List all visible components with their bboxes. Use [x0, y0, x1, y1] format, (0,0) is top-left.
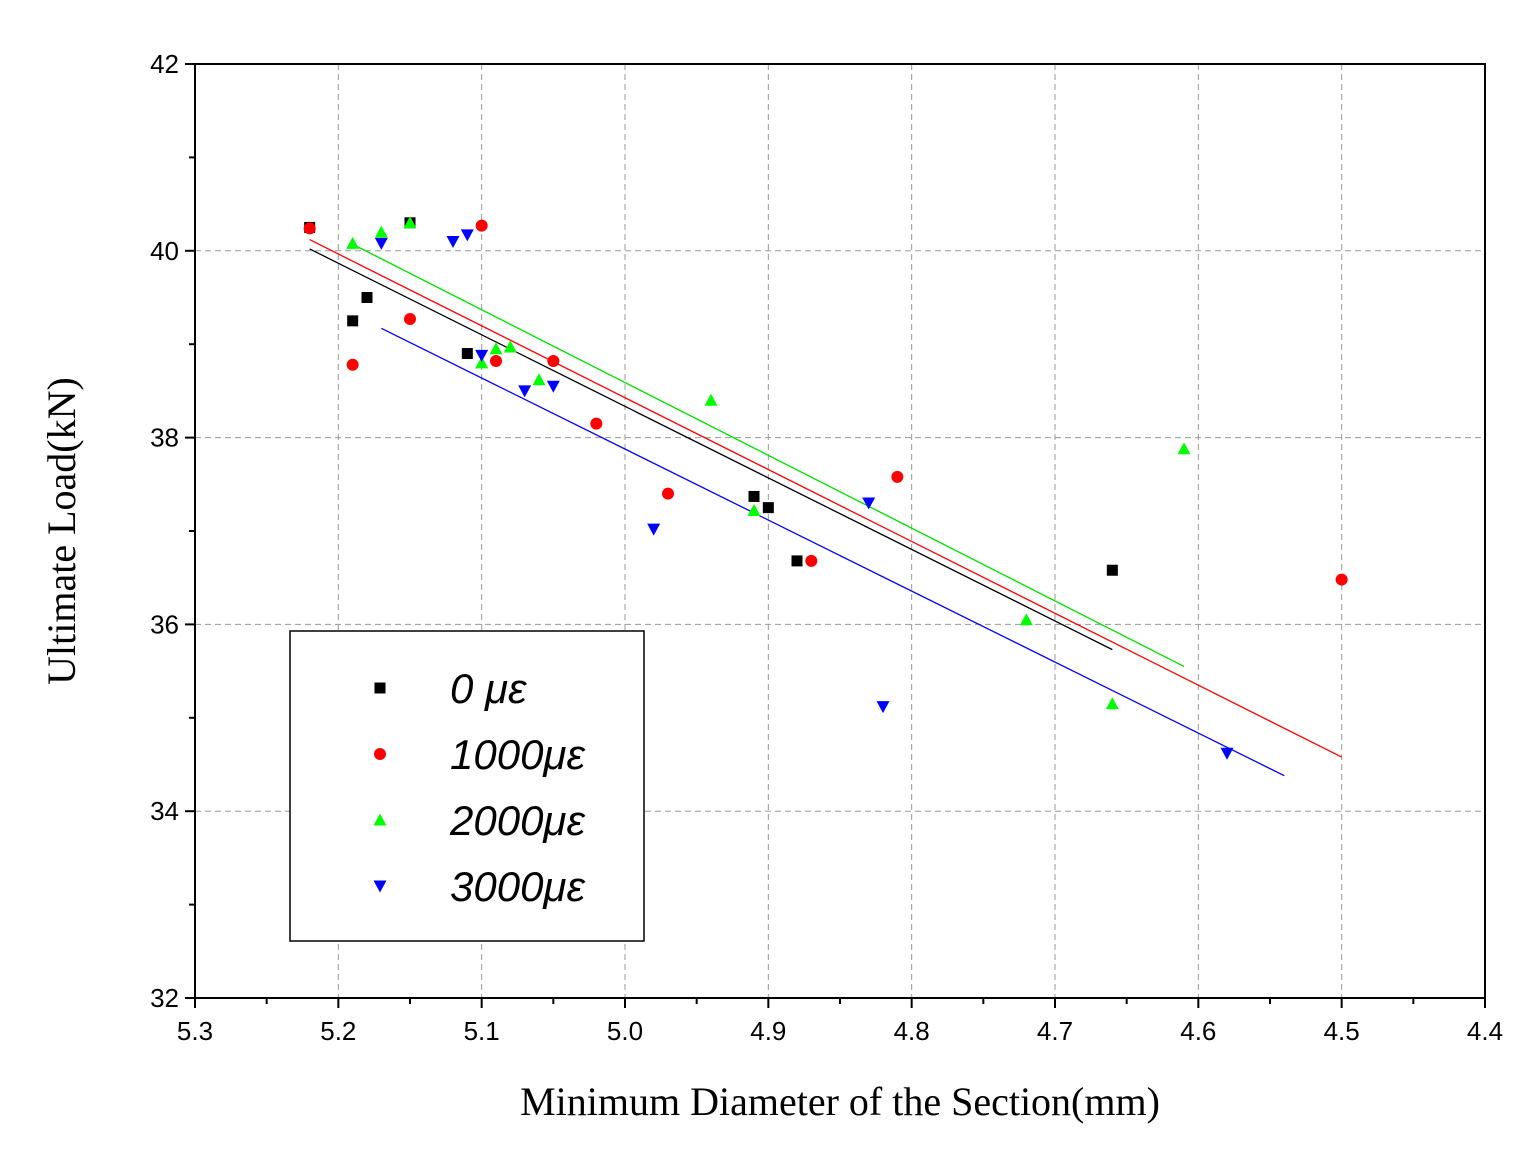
data-point-series-2	[704, 393, 718, 406]
legend-label-series-1: 1000με	[450, 731, 585, 778]
data-point-series-1	[662, 487, 674, 500]
x-axis-title: Minimum Diameter of the Section(mm)	[520, 1079, 1160, 1124]
y-tick-label: 42	[150, 49, 179, 79]
x-tick-label: 4.7	[1037, 1016, 1073, 1046]
data-point-series-3	[1220, 747, 1234, 760]
fit-line-series-3	[381, 327, 1285, 777]
data-point-series-2	[403, 216, 417, 229]
legend-marker-series-3	[373, 880, 387, 893]
fit-line-series-2	[352, 243, 1185, 668]
data-point-series-3	[647, 523, 661, 536]
legend-label-series-0: 0 με	[450, 665, 527, 712]
data-point-series-2	[1019, 613, 1033, 626]
data-point-series-0	[791, 555, 803, 567]
data-point-series-3	[446, 235, 460, 248]
data-point-series-3	[876, 701, 890, 714]
data-point-series-2	[475, 356, 489, 369]
fit-line-series-1	[309, 239, 1342, 758]
y-tick-label: 34	[150, 796, 179, 826]
y-tick-label: 32	[150, 983, 179, 1013]
data-point-series-3	[475, 349, 489, 362]
legend-marker-series-0	[374, 682, 386, 694]
x-tick-label: 5.2	[320, 1016, 356, 1046]
data-point-series-2	[532, 373, 546, 386]
data-point-series-1	[490, 355, 502, 368]
fit-lines	[309, 239, 1342, 777]
data-point-series-3	[862, 497, 876, 510]
axis-ticks: 5.3 5.2 5.1 5.0 4.9 4.8 4.7 4.6 4.5 4.4 32 34 36 38 40…	[150, 49, 1503, 1046]
y-tick-label: 40	[150, 236, 179, 266]
data-point-series-2	[346, 236, 360, 249]
data-point-series-3	[460, 229, 474, 242]
y-tick-label: 38	[150, 423, 179, 453]
data-point-series-1	[590, 417, 603, 430]
y-axis-title: Ultimate Load(kN)	[39, 377, 84, 685]
legend-marker-series-2	[373, 813, 387, 826]
data-point-series-1	[547, 355, 560, 368]
legend-box	[289, 630, 645, 942]
legend-label-series-3: 3000με	[450, 863, 585, 910]
data-markers	[303, 216, 1348, 760]
data-point-series-3	[518, 385, 532, 398]
legend-marker-series-1	[374, 748, 386, 760]
data-point-series-1	[805, 554, 818, 567]
fit-line-series-0	[309, 248, 1113, 651]
data-point-series-0	[748, 490, 760, 502]
x-tick-label: 5.0	[607, 1016, 643, 1046]
x-tick-label: 4.6	[1180, 1016, 1216, 1046]
data-point-series-0	[762, 502, 774, 514]
data-point-series-2	[1177, 442, 1191, 455]
data-point-series-0	[347, 315, 359, 327]
legend: 0 με 1000με 2000με 3000με	[289, 630, 645, 942]
data-point-series-1	[475, 219, 488, 232]
x-tick-label: 4.5	[1324, 1016, 1360, 1046]
data-point-series-2	[1105, 697, 1119, 710]
data-point-series-0	[361, 292, 373, 303]
data-point-series-2	[747, 503, 761, 516]
x-tick-label: 5.3	[177, 1016, 213, 1046]
data-point-series-1	[303, 222, 316, 235]
y-tick-label: 36	[150, 609, 179, 639]
x-tick-label: 4.9	[750, 1016, 786, 1046]
data-point-series-2	[489, 342, 503, 355]
data-point-series-1	[1335, 573, 1348, 586]
legend-label-series-2: 2000με	[449, 797, 585, 844]
data-point-series-1	[346, 358, 359, 371]
data-point-series-2	[503, 340, 517, 353]
data-point-series-2	[374, 225, 388, 238]
data-point-series-3	[546, 380, 560, 393]
data-point-series-1	[891, 470, 904, 483]
data-point-series-3	[374, 237, 388, 250]
grid	[195, 64, 1485, 998]
x-tick-label: 4.8	[894, 1016, 930, 1046]
x-tick-label: 4.4	[1467, 1016, 1503, 1046]
data-point-series-0	[461, 348, 473, 360]
x-tick-label: 5.1	[464, 1016, 500, 1046]
data-point-series-1	[404, 312, 416, 325]
data-point-series-0	[1106, 564, 1118, 576]
